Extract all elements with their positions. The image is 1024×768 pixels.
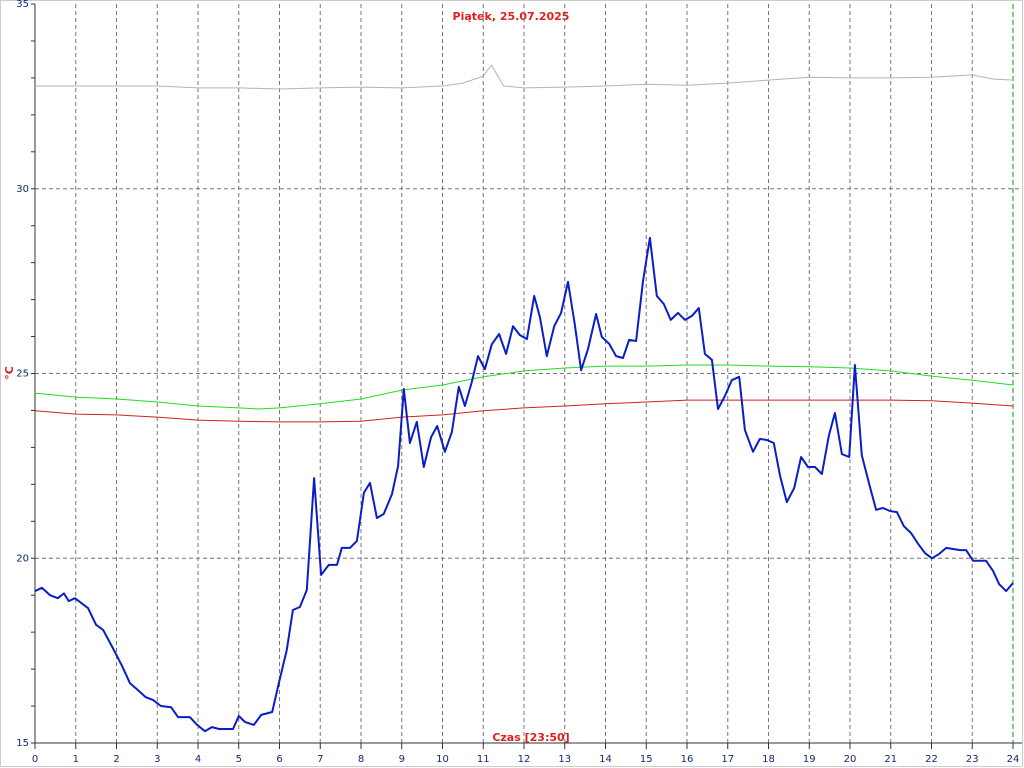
y-tick-label: 15 bbox=[16, 738, 29, 749]
series-line bbox=[35, 64, 1014, 90]
x-axis-label: Czas [23:50] bbox=[492, 731, 569, 744]
x-tick-label: 15 bbox=[640, 754, 653, 765]
x-tick-label: 23 bbox=[966, 754, 979, 765]
x-tick-label: 20 bbox=[844, 754, 857, 765]
y-tick-label: 30 bbox=[16, 184, 29, 195]
chart-title: Piątek, 25.07.2025 bbox=[453, 10, 570, 23]
x-tick-label: 3 bbox=[154, 754, 160, 765]
x-tick-label: 6 bbox=[276, 754, 282, 765]
x-tick-label: 4 bbox=[195, 754, 201, 765]
x-tick-label: 19 bbox=[803, 754, 816, 765]
x-tick-label: 9 bbox=[399, 754, 405, 765]
x-tick-label: 22 bbox=[925, 754, 938, 765]
x-tick-label: 18 bbox=[762, 754, 775, 765]
y-tick-label: 25 bbox=[16, 369, 29, 380]
x-tick-label: 5 bbox=[236, 754, 242, 765]
x-tick-label: 24 bbox=[1007, 754, 1020, 765]
y-tick-label: 35 bbox=[16, 0, 29, 10]
x-tick-label: 17 bbox=[721, 754, 734, 765]
x-tick-label: 16 bbox=[681, 754, 694, 765]
y-axis-label: °C bbox=[3, 366, 16, 380]
x-tick-label: 11 bbox=[477, 754, 490, 765]
x-tick-label: 0 bbox=[32, 754, 38, 765]
x-tick-label: 21 bbox=[884, 754, 897, 765]
x-tick-label: 10 bbox=[436, 754, 449, 765]
series-line bbox=[34, 364, 1014, 410]
x-tick-label: 8 bbox=[358, 754, 364, 765]
x-tick-label: 7 bbox=[317, 754, 323, 765]
x-tick-label: 13 bbox=[558, 754, 571, 765]
x-tick-label: 14 bbox=[599, 754, 612, 765]
x-tick-label: 12 bbox=[518, 754, 531, 765]
series-line bbox=[34, 236, 1014, 733]
y-tick-label: 20 bbox=[16, 553, 29, 564]
x-tick-label: 2 bbox=[113, 754, 119, 765]
x-tick-label: 1 bbox=[73, 754, 79, 765]
series-line bbox=[34, 399, 1014, 423]
